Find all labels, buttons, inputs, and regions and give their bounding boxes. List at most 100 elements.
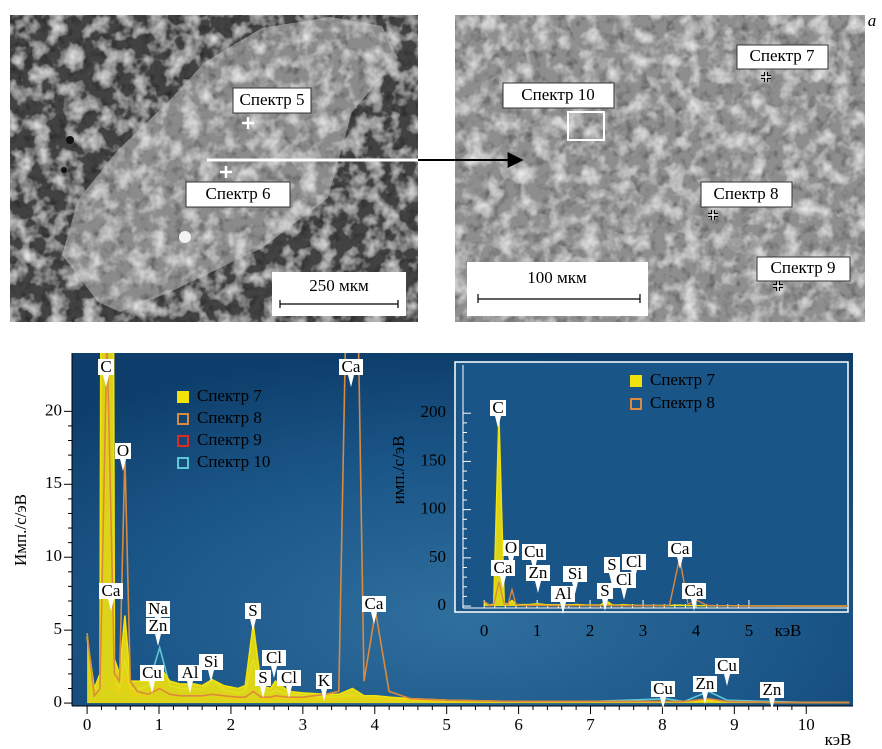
x-tick-label: 7 bbox=[586, 715, 595, 734]
annotation-label: S bbox=[248, 601, 257, 620]
annotation-pointer bbox=[103, 375, 109, 387]
x-tick-label: 9 bbox=[730, 715, 739, 734]
y-tick-label: 50 bbox=[429, 547, 446, 566]
annotation-label: Cl bbox=[616, 570, 632, 589]
spectrum-label: Спектр 5 bbox=[240, 90, 305, 109]
y-tick-label: 5 bbox=[54, 619, 63, 638]
annotation-pointer bbox=[769, 698, 775, 710]
annotation-box bbox=[245, 603, 261, 619]
y-tick-label: 100 bbox=[421, 499, 447, 518]
annotation-box bbox=[715, 658, 739, 674]
legend-marker bbox=[177, 391, 189, 403]
scale-bar-label: 100 мкм bbox=[527, 268, 587, 287]
annotation-box bbox=[597, 583, 613, 599]
spectrum-line bbox=[483, 557, 848, 607]
annotation-box bbox=[693, 676, 717, 692]
y-tick-label: 10 bbox=[45, 546, 62, 565]
annotation-box bbox=[612, 572, 636, 588]
annotation-pointer bbox=[677, 557, 683, 569]
panel-label: а bbox=[868, 11, 877, 30]
annotation-box bbox=[339, 359, 363, 375]
annotation-label: Cu bbox=[653, 679, 673, 698]
legend-marker bbox=[177, 413, 189, 425]
x-tick-label: 4 bbox=[371, 715, 380, 734]
annotation-label: Zn bbox=[696, 674, 715, 693]
annotation-pointer bbox=[621, 588, 627, 600]
legend-label: Спектр 7 bbox=[650, 370, 715, 389]
x-tick-label: 0 bbox=[480, 621, 489, 640]
annotation-pointer bbox=[560, 602, 566, 614]
legend-label: Спектр 7 bbox=[197, 386, 262, 405]
sem-image-left: Спектр 5 Спектр 6 250 мкм bbox=[10, 15, 418, 322]
y-tick-label: 0 bbox=[438, 595, 447, 614]
annotation-label: Ca bbox=[671, 539, 690, 558]
annotation-pointer bbox=[260, 686, 266, 698]
y-tick-label: 15 bbox=[45, 473, 62, 492]
x-tick-label: 4 bbox=[692, 621, 701, 640]
spectrum-label: Спектр 8 bbox=[714, 184, 779, 203]
inset-x-axis-label: кэВ bbox=[775, 621, 802, 640]
annotation-box bbox=[760, 682, 784, 698]
legend-marker bbox=[177, 435, 189, 447]
annotation-box bbox=[146, 618, 170, 634]
annotation-label: Si bbox=[568, 564, 582, 583]
y-tick-label: 20 bbox=[45, 400, 62, 419]
x-tick-label: 3 bbox=[299, 715, 308, 734]
annotation-label: C bbox=[100, 357, 111, 376]
x-axis-label: кэВ bbox=[825, 730, 852, 749]
annotation-label: Cl bbox=[281, 668, 297, 687]
annotation-box bbox=[490, 400, 506, 416]
annotation-pointer bbox=[691, 599, 697, 611]
annotation-label: C bbox=[492, 398, 503, 417]
annotation-pointer bbox=[724, 674, 730, 686]
x-tick-label: 1 bbox=[155, 715, 164, 734]
annotation-pointer bbox=[286, 686, 292, 698]
annotation-label: Zn bbox=[529, 563, 548, 582]
annotation-box bbox=[146, 601, 170, 617]
x-tick-label: 2 bbox=[586, 621, 595, 640]
annotation-label: O bbox=[117, 441, 129, 460]
annotation-pointer bbox=[702, 692, 708, 704]
x-tick-label: 5 bbox=[745, 621, 754, 640]
x-tick-label: 10 bbox=[798, 715, 815, 734]
annotation-label: S bbox=[258, 668, 267, 687]
annotation-label: Cl bbox=[266, 648, 282, 667]
annotation-label: Ca bbox=[342, 357, 361, 376]
annotation-box bbox=[262, 650, 286, 666]
annotation-box bbox=[668, 541, 692, 557]
annotation-box bbox=[255, 670, 271, 686]
x-tick-label: 3 bbox=[639, 621, 648, 640]
x-tick-label: 5 bbox=[442, 715, 451, 734]
series-group bbox=[483, 413, 848, 607]
annotation-pointer bbox=[371, 612, 377, 624]
inset-frame bbox=[454, 361, 849, 613]
annotation-label: Al bbox=[182, 663, 199, 682]
annotation-label: Cu bbox=[524, 542, 544, 561]
annotation-label: Zn bbox=[149, 616, 168, 635]
annotation-box bbox=[651, 681, 675, 697]
annotation-pointer bbox=[108, 599, 114, 611]
annotation-box bbox=[362, 596, 386, 612]
annotation-label: Na bbox=[148, 599, 168, 618]
x-tick-label: 8 bbox=[658, 715, 667, 734]
legend-label: Спектр 10 bbox=[197, 452, 270, 471]
annotation-pointer bbox=[208, 670, 214, 682]
annotation-box bbox=[316, 673, 332, 689]
annotation-box bbox=[522, 544, 546, 560]
annotation-label: Al bbox=[555, 584, 572, 603]
legend-label: Спектр 9 bbox=[197, 430, 262, 449]
annotation-label: K bbox=[318, 671, 331, 690]
annotation-pointer bbox=[155, 634, 161, 646]
x-tick-label: 1 bbox=[533, 621, 542, 640]
annotation-pointer bbox=[120, 459, 126, 471]
annotation-box bbox=[551, 586, 575, 602]
annotation-box bbox=[199, 654, 223, 670]
annotation-pointer bbox=[187, 681, 193, 693]
sem-image-right: Спектр 10 Спектр 7 Спектр 8 Спектр 9 100… bbox=[418, 15, 865, 322]
annotation-label: Cl bbox=[626, 552, 642, 571]
spectrum-line bbox=[86, 353, 850, 704]
annotation-box bbox=[563, 566, 587, 582]
annotation-label: S bbox=[600, 581, 609, 600]
x-tick-label: 2 bbox=[227, 715, 236, 734]
